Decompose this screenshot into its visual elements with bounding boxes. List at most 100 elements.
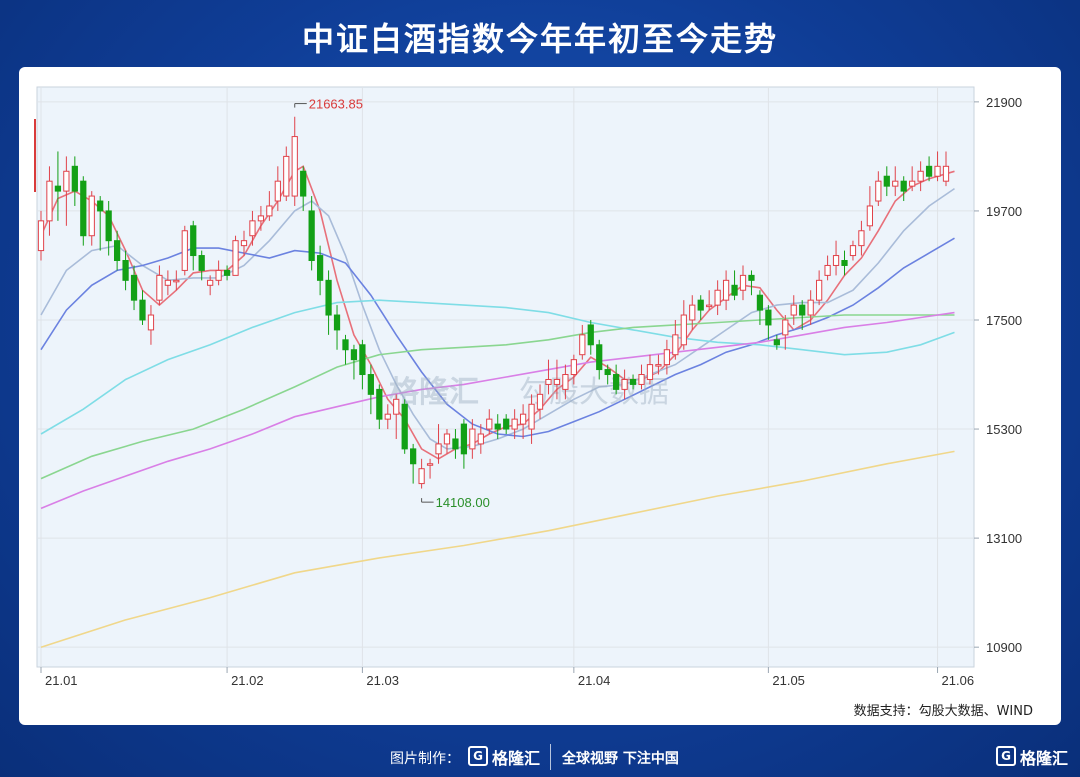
data-source: 数据支持：勾股大数据、WIND — [853, 704, 1033, 719]
candle-down — [105, 210, 112, 242]
candle-up — [88, 195, 95, 237]
candle-down — [308, 210, 315, 262]
footer: 图片制作： G 格隆汇 全球视野 下注中国 G 格隆汇 — [0, 740, 1080, 772]
candle-down — [71, 165, 78, 192]
candle-up — [528, 403, 535, 430]
candle-down — [765, 309, 772, 326]
candle-down — [223, 269, 231, 276]
candle-down — [359, 344, 366, 376]
x-tick-label: 21.01 — [45, 673, 78, 688]
candle-up — [562, 374, 569, 390]
candle-up — [722, 279, 730, 301]
candle-down — [773, 339, 780, 346]
candle-up — [892, 180, 899, 187]
candle-up — [849, 245, 857, 257]
candle-down — [342, 339, 349, 351]
ma-line-6 — [40, 311, 955, 510]
x-tick-label: 21.06 — [942, 673, 975, 688]
candle-down — [452, 438, 459, 450]
footer-divider — [550, 744, 551, 770]
candle-down — [113, 240, 121, 262]
candle-down — [325, 279, 332, 316]
candle-up — [240, 240, 248, 247]
candle-up — [147, 314, 155, 331]
candle-up — [638, 374, 645, 385]
candle-up — [824, 264, 831, 276]
annotation-label: 14108.00 — [436, 495, 490, 510]
chart-title: 中证白酒指数今年年初至今走势 — [301, 20, 778, 58]
x-tick-label: 21.05 — [772, 673, 805, 688]
candlestick-chart: 21900 19700 17500 15300 13100 10900 21.01 21.02… — [34, 86, 1022, 688]
candle-up — [486, 418, 493, 430]
made-by-label: 图片制作： — [390, 751, 460, 767]
candle-down — [596, 344, 603, 371]
candle-up — [545, 378, 552, 385]
candle-up — [477, 433, 484, 445]
candle-up — [646, 364, 654, 380]
candle-up — [917, 170, 924, 182]
y-tick-label: 19700 — [986, 204, 1022, 219]
candle-up — [782, 319, 789, 336]
candle-up — [579, 334, 586, 356]
candle-up — [680, 314, 687, 346]
candle-up — [435, 443, 442, 455]
candle-down — [748, 274, 755, 281]
candle-up — [249, 220, 256, 237]
corner-logo-icon: G — [996, 746, 1016, 766]
y-tick-label: 21900 — [986, 95, 1022, 110]
candle-up — [63, 170, 70, 192]
candle-up — [266, 205, 273, 217]
x-tick-label: 21.04 — [578, 673, 611, 688]
candle-down — [841, 260, 848, 266]
brand-logo-icon: G — [468, 746, 488, 766]
candle-up — [173, 279, 180, 283]
candle-down — [333, 314, 341, 331]
candle-down — [376, 388, 383, 420]
candle-down — [604, 369, 611, 376]
ma-line-5 — [40, 314, 955, 480]
candle-down — [503, 418, 510, 430]
candle-down — [80, 180, 87, 237]
candle-up — [942, 165, 950, 182]
candle-up — [37, 220, 45, 252]
candle-down — [799, 304, 806, 316]
candle-down — [883, 175, 890, 187]
candle-up — [807, 299, 814, 316]
candle-down — [300, 170, 307, 197]
candle-up — [934, 165, 941, 177]
annotation-label: 21663.85 — [309, 97, 363, 112]
candle-up — [384, 413, 391, 420]
candle-up — [655, 364, 662, 367]
ma-line-2 — [40, 187, 955, 450]
candle-down — [97, 200, 104, 212]
ma-line-7 — [40, 450, 955, 648]
candle-up — [790, 304, 797, 316]
candle-up — [443, 433, 451, 445]
candle-up — [215, 269, 222, 281]
candle-up — [570, 359, 577, 376]
candle-down — [130, 274, 138, 301]
candle-up — [858, 230, 865, 247]
candle-up — [706, 304, 713, 308]
candle-up — [663, 349, 671, 366]
candle-up — [875, 180, 882, 202]
candle-up — [291, 136, 298, 197]
candle-down — [697, 299, 704, 311]
candle-up — [418, 468, 425, 485]
footer-brand: 格隆汇 — [492, 749, 541, 768]
candle-up — [232, 240, 239, 276]
candle-up — [739, 274, 747, 291]
candle-down — [401, 403, 408, 450]
candle-down — [122, 260, 129, 281]
candle-up — [283, 155, 290, 197]
candle-down — [900, 180, 907, 192]
candle-down — [367, 374, 374, 395]
y-tick-label: 17500 — [986, 313, 1022, 328]
candle-down — [587, 324, 594, 346]
candle-down — [756, 294, 764, 311]
candle-down — [316, 255, 324, 281]
candle-up — [909, 180, 916, 187]
candle-down — [190, 225, 197, 257]
candle-up — [689, 304, 696, 321]
candle-up — [274, 180, 281, 202]
